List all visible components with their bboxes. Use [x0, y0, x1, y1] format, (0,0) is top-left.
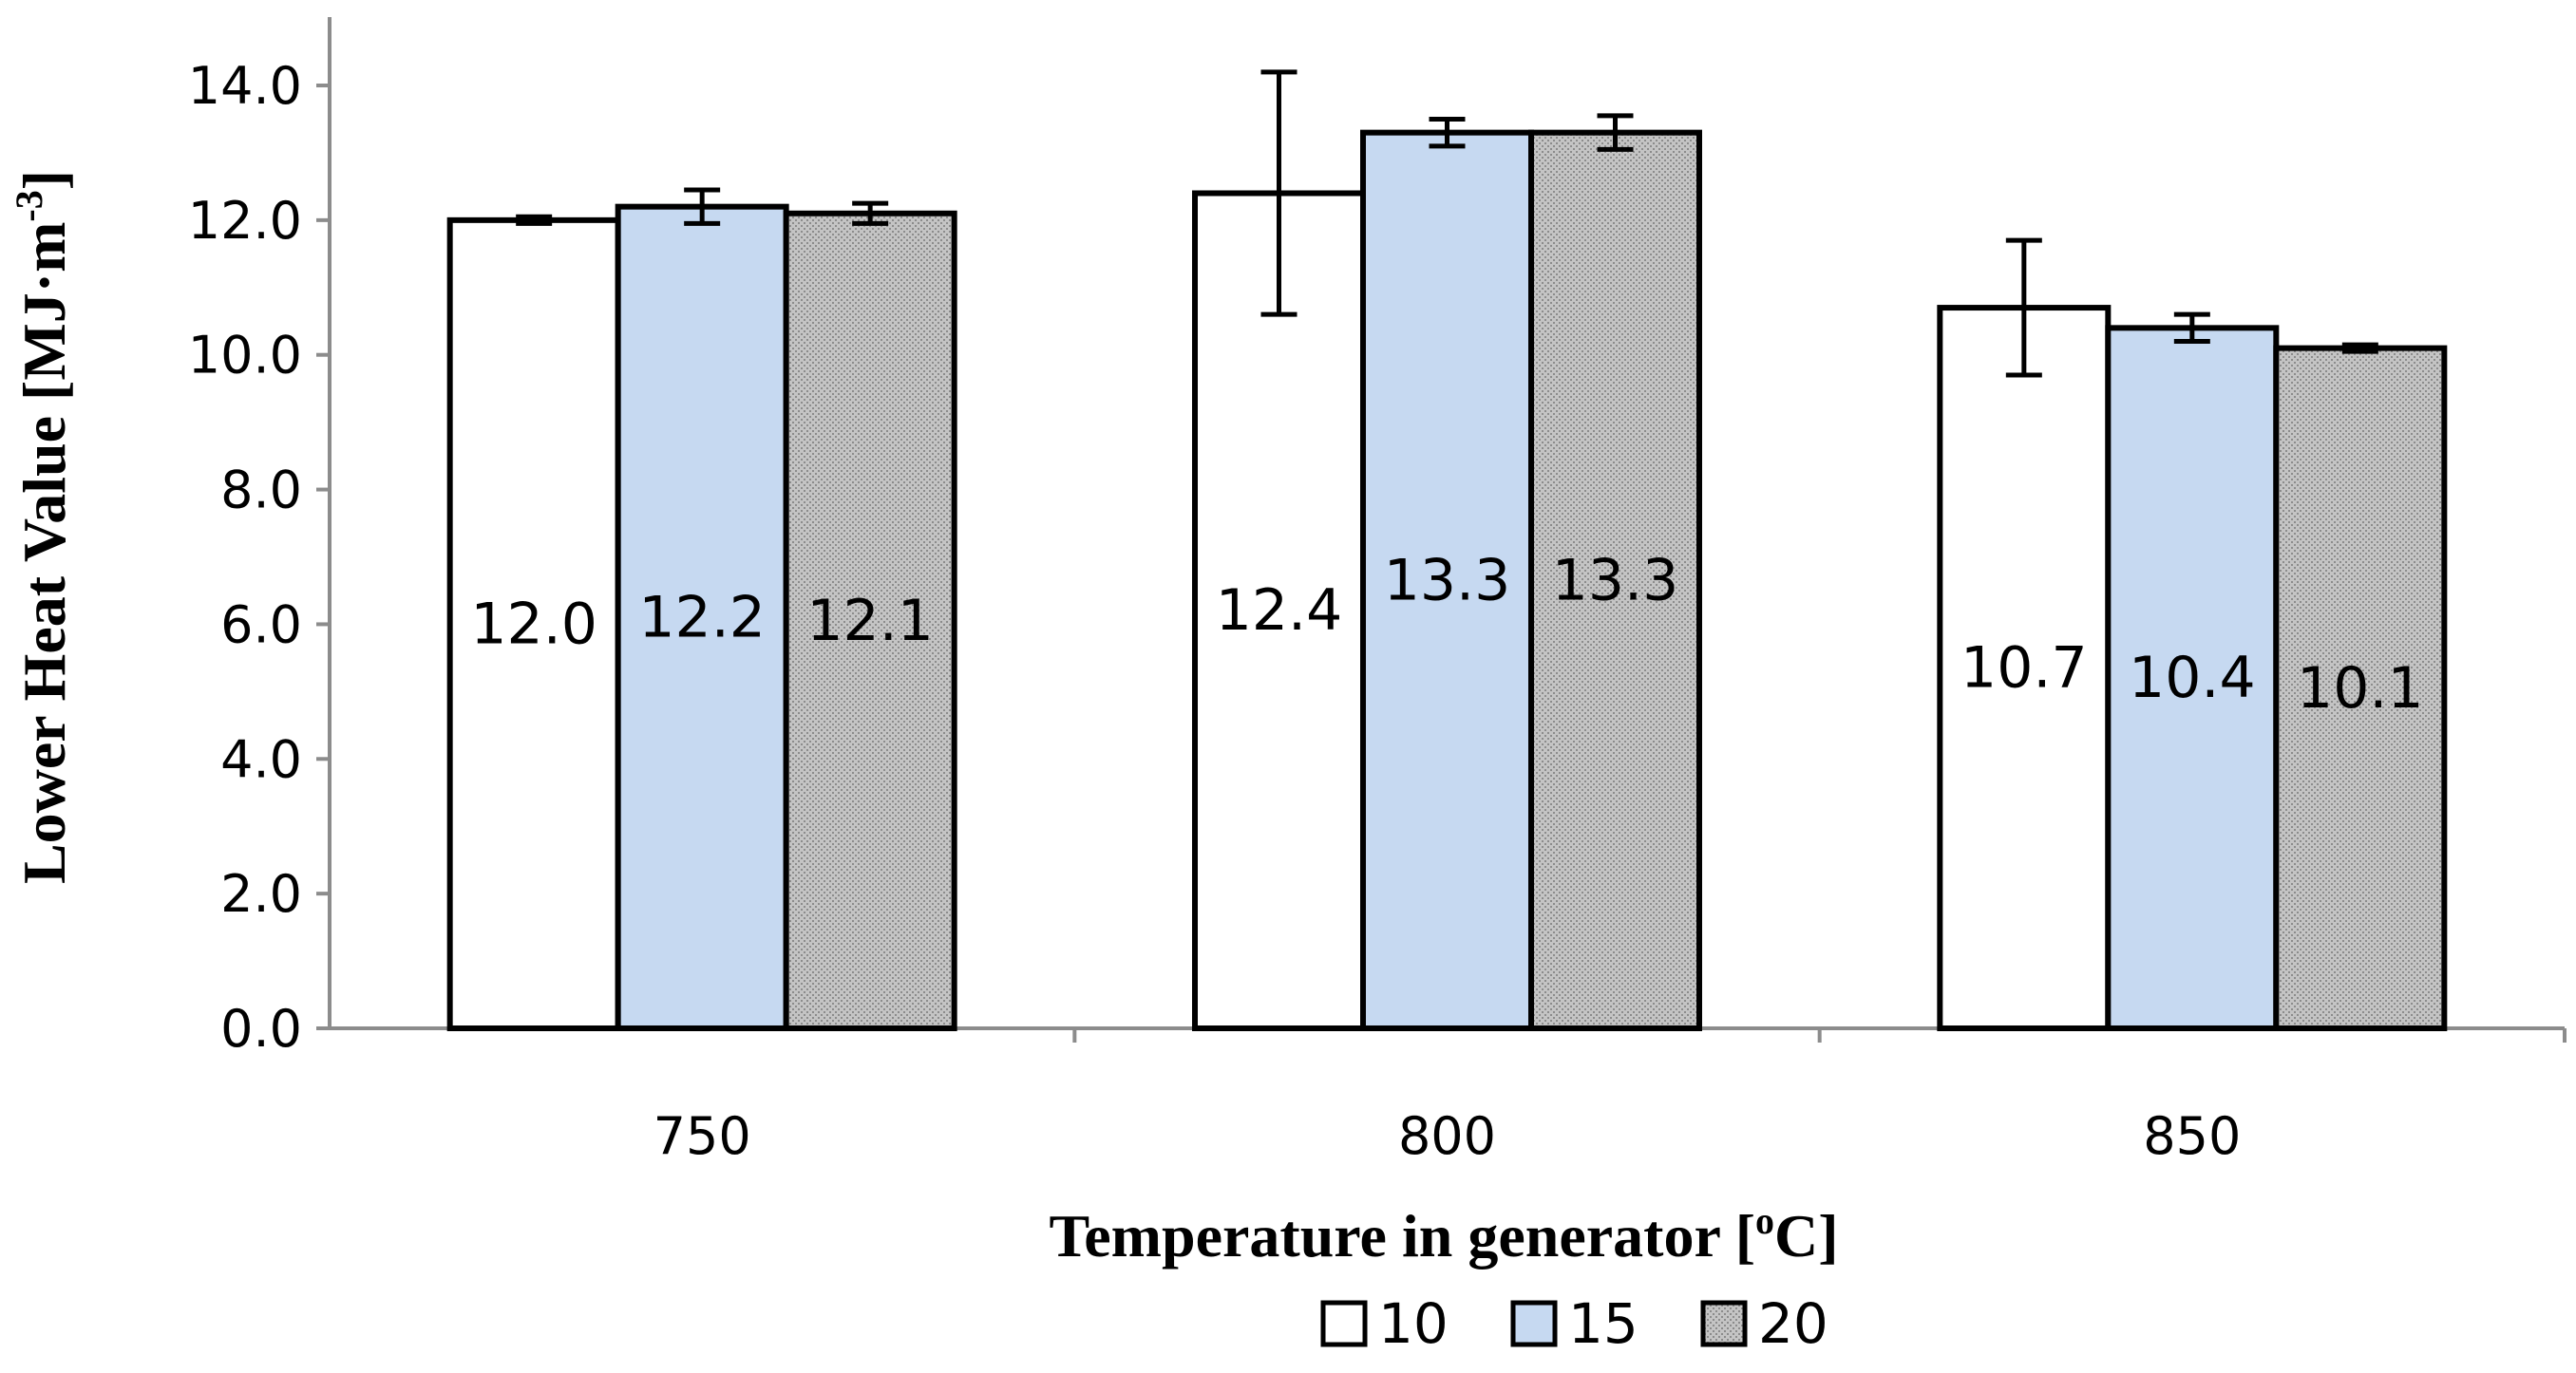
x-tick-label: 750: [653, 1106, 751, 1166]
error-bar-series-15-750: [684, 187, 721, 226]
error-bar-series-20-800: [1597, 113, 1634, 152]
bar-series-10-850: [1937, 305, 2112, 1032]
legend-swatch-15: [1510, 1300, 1558, 1347]
y-tick-label: 12.0: [188, 191, 302, 251]
x-tick-label: 850: [2143, 1106, 2241, 1166]
error-bar-series-20-750: [852, 200, 889, 226]
data-label-series-10-750: 12.0: [470, 591, 597, 657]
data-label-series-20-850: 10.1: [2297, 655, 2424, 722]
error-bar-series-10-850: [2005, 237, 2042, 378]
legend-label-15: 15: [1568, 1291, 1638, 1356]
x-axis-title: Temperature in generator [oC]: [1049, 1199, 1838, 1270]
bar-series-20-850: [2273, 345, 2448, 1032]
x-axis-ticks: 750 800 850: [653, 1028, 2567, 1166]
error-bar-series-10-800: [1260, 69, 1297, 317]
bar-series-15-750: [615, 203, 789, 1031]
data-label-series-10-850: 10.7: [1960, 635, 2088, 702]
legend-label-20: 20: [1758, 1291, 1828, 1356]
y-tick-label: 8.0: [220, 461, 302, 520]
bar-series-20-800: [1528, 129, 1702, 1031]
y-tick-label: 10.0: [188, 326, 302, 386]
error-bar-series-15-850: [2173, 311, 2210, 345]
bar-series-10-800: [1192, 190, 1366, 1031]
data-label-series-10-800: 12.4: [1216, 577, 1343, 644]
data-label-series-20-750: 12.1: [806, 588, 934, 654]
data-labels: 12.0 12.2 12.1 12.4 13.3 13.3 10.7 10.4 10.1: [470, 547, 2423, 721]
error-bars: [516, 69, 2378, 378]
bar-series-20-750: [783, 210, 957, 1031]
y-tick-label: 4.0: [220, 729, 302, 789]
y-tick-label: 0.0: [220, 999, 302, 1059]
data-label-series-20-800: 13.3: [1552, 547, 1679, 613]
y-tick-label: 6.0: [220, 594, 302, 654]
bars: [446, 129, 2448, 1032]
data-label-series-15-800: 13.3: [1384, 547, 1511, 613]
error-bar-series-10-750: [516, 214, 553, 226]
legend: 10 15 20: [1320, 1291, 1828, 1356]
error-bar-series-15-800: [1429, 116, 1466, 149]
x-tick-label: 800: [1398, 1106, 1496, 1166]
y-tick-label: 2.0: [220, 864, 302, 924]
legend-label-10: 10: [1378, 1291, 1449, 1356]
legend-swatch-20: [1700, 1300, 1748, 1347]
y-tick-label: 14.0: [188, 56, 302, 116]
error-bar-series-20-850: [2341, 342, 2378, 354]
y-axis-title: Lower Heat Value [MJ·m-3]: [8, 170, 78, 884]
data-label-series-15-850: 10.4: [2129, 645, 2256, 711]
bar-series-15-800: [1360, 129, 1534, 1031]
data-label-series-15-750: 12.2: [638, 584, 766, 650]
legend-swatch-10: [1320, 1300, 1368, 1347]
y-axis-ticks: 0.0 2.0 4.0 6.0 8.0 10.0 12.0 14.0: [188, 56, 330, 1059]
